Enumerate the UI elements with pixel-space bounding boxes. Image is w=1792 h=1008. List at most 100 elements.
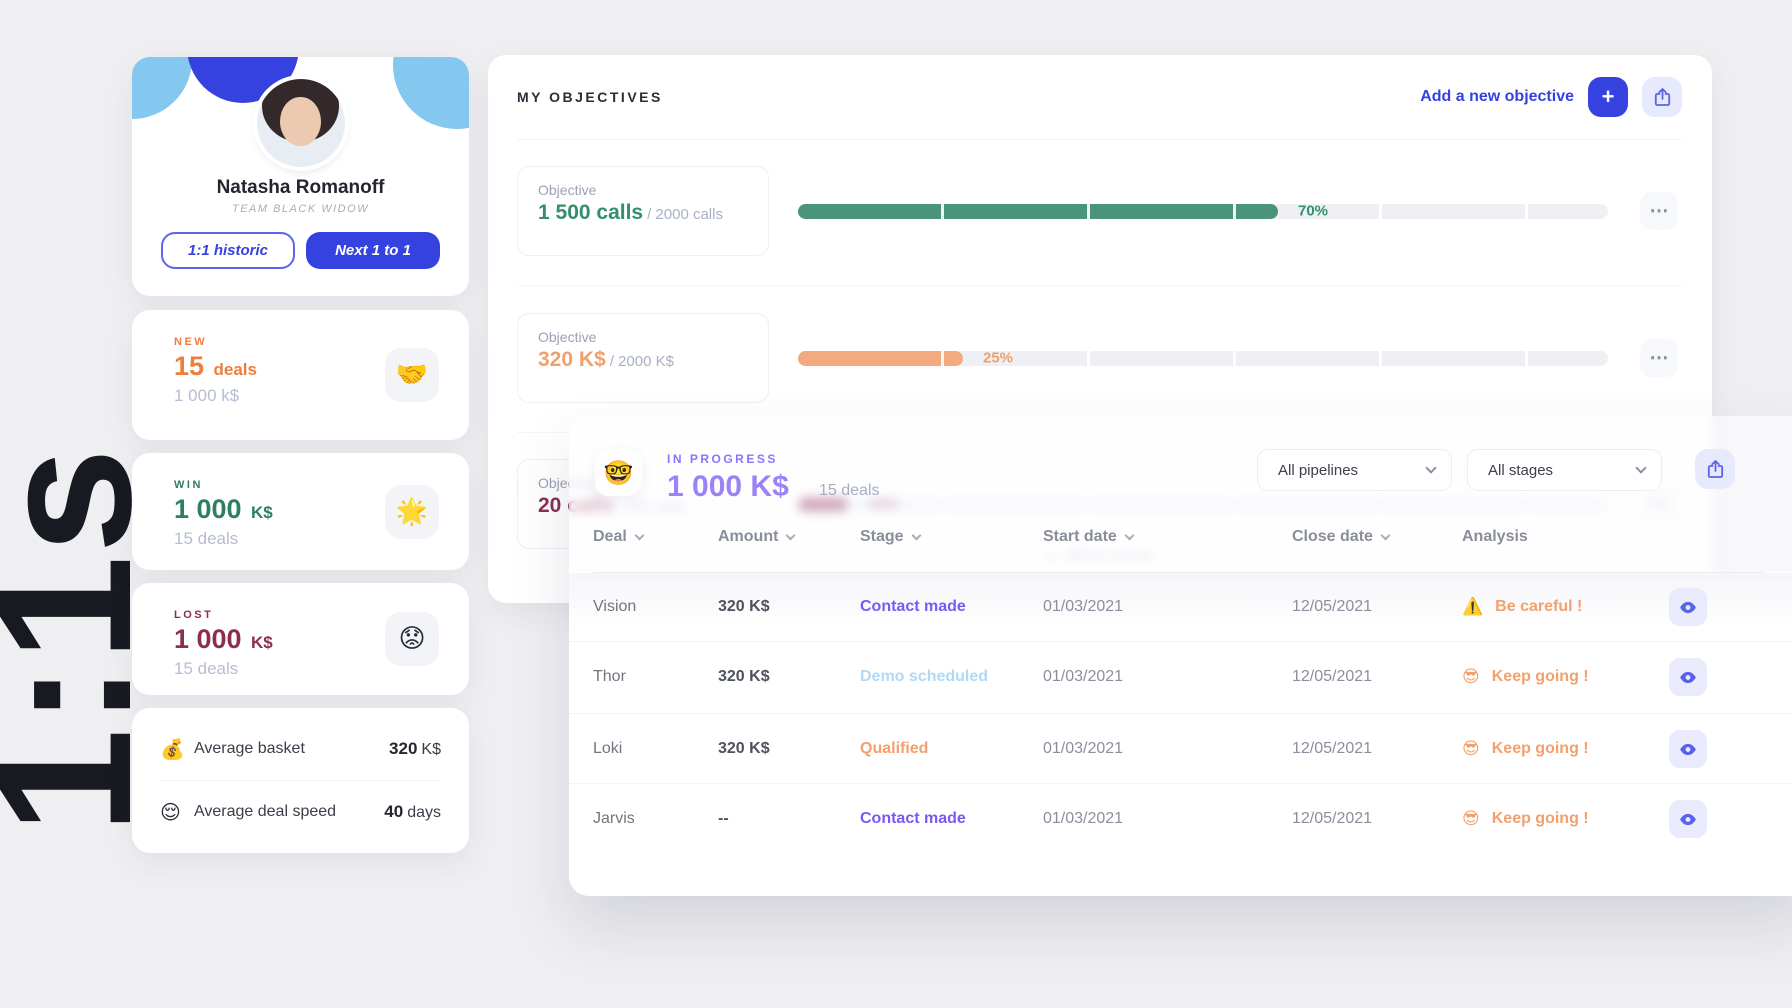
- deal-analysis: 😎 Keep going !: [1462, 667, 1589, 687]
- objective-card: Objective 320 K$/ 2000 K$: [517, 313, 769, 403]
- average-speed-row: 😌 Average deal speed 40 days: [160, 780, 441, 842]
- column-header-deal[interactable]: Deal: [593, 528, 645, 546]
- table-row[interactable]: Loki 320 K$ Qualified 01/03/2021 12/05/2…: [569, 713, 1792, 784]
- stat-label: LOST: [174, 609, 214, 621]
- stat-value: 15: [174, 351, 205, 381]
- win-deals-card: WIN 1 000 K$ 15 deals 🌟: [132, 453, 469, 570]
- deal-analysis: 😎 Keep going !: [1462, 739, 1589, 759]
- decorative-circle: [393, 57, 469, 129]
- column-header-close-date[interactable]: Close date: [1292, 528, 1391, 546]
- stat-unit: K$: [251, 503, 273, 522]
- handshake-icon: 🤝: [385, 348, 439, 402]
- deal-start-date: 01/03/2021: [1043, 740, 1124, 757]
- deals-overlay-panel: 🤓 IN PROGRESS 1 000 K$ 15 deals All pipe…: [569, 416, 1792, 896]
- averages-card: 💰 Average basket 320 K$ 😌 Average deal sp…: [132, 708, 469, 853]
- deal-analysis: 😎 Keep going !: [1462, 809, 1589, 829]
- stat-label: NEW: [174, 336, 208, 348]
- divider: [593, 572, 1766, 573]
- deal-amount: 320 K$: [718, 740, 770, 757]
- deal-amount: 320 K$: [718, 668, 770, 685]
- objective-target: / 2000 calls: [647, 206, 723, 223]
- deals-total-amount: 1 000 K$: [667, 470, 789, 503]
- relieved-face-icon: 😌: [160, 799, 181, 824]
- progress-bar: 25%: [798, 349, 1608, 367]
- objective-menu-button[interactable]: ⋯: [1640, 192, 1678, 230]
- chevron-down-icon: [1380, 530, 1391, 541]
- table-row[interactable]: Thor 320 K$ Demo scheduled 01/03/2021 12…: [569, 641, 1792, 712]
- column-header-stage[interactable]: Stage: [860, 528, 922, 546]
- deal-stage: Demo scheduled: [860, 668, 989, 685]
- eye-icon: [1680, 743, 1696, 755]
- objective-value: 320 K$: [538, 348, 606, 371]
- view-deal-button[interactable]: [1669, 658, 1707, 696]
- stat-value: 1 000: [174, 494, 242, 524]
- average-unit: days: [407, 803, 441, 821]
- progress-percent: 25%: [983, 349, 1014, 367]
- eye-icon: [1680, 671, 1696, 683]
- objective-row: Objective 1 500 calls/ 2000 calls 70% ⋯: [488, 163, 1712, 259]
- deal-stage: Qualified: [860, 740, 929, 757]
- objective-menu-button[interactable]: ⋯: [1640, 339, 1678, 377]
- deal-analysis: ⚠️ Be careful !: [1462, 597, 1583, 617]
- view-deal-button[interactable]: [1669, 800, 1707, 838]
- lost-deals-card: LOST 1 000 K$ 15 deals 😟: [132, 583, 469, 695]
- deal-name: Jarvis: [593, 810, 635, 827]
- add-objective-button[interactable]: +: [1588, 77, 1628, 117]
- worried-face-icon: 😟: [385, 612, 439, 666]
- progress-bar: 70%: [798, 203, 1608, 220]
- stat-unit: deals: [213, 360, 257, 379]
- deal-start-date: 01/03/2021: [1043, 810, 1124, 827]
- chevron-down-icon: [1124, 530, 1135, 541]
- average-label: Average basket: [194, 740, 305, 757]
- view-deal-button[interactable]: [1669, 730, 1707, 768]
- deal-close-date: 12/05/2021: [1292, 810, 1373, 827]
- deal-name: Loki: [593, 740, 623, 757]
- average-value: 40: [384, 801, 404, 821]
- glowing-star-icon: 🌟: [385, 484, 439, 539]
- stages-filter-value: All stages: [1488, 461, 1554, 479]
- profile-card: Natasha Romanoff TEAM BLACK WIDOW 1:1 hi…: [132, 57, 469, 296]
- deal-start-date: 01/03/2021: [1043, 598, 1124, 615]
- objective-card: Objective 1 500 calls/ 2000 calls: [517, 166, 769, 256]
- sunglasses-face-icon: 😎: [1462, 809, 1480, 829]
- average-basket-row: 💰 Average basket 320 K$: [160, 718, 441, 780]
- objective-value: 1 500 calls: [538, 201, 644, 224]
- panel-title: MY OBJECTIVES: [517, 89, 663, 105]
- export-button[interactable]: [1642, 77, 1682, 117]
- deal-stage: Contact made: [860, 810, 966, 827]
- table-row[interactable]: Jarvis -- Contact made 01/03/2021 12/05/…: [569, 783, 1792, 854]
- profile-name: Natasha Romanoff: [216, 177, 385, 198]
- deal-name: Vision: [593, 598, 637, 615]
- stages-filter-dropdown[interactable]: All stages: [1467, 449, 1662, 491]
- next-1to1-button[interactable]: Next 1 to 1: [306, 232, 440, 269]
- chevron-down-icon: [634, 530, 645, 541]
- objective-row: Objective 320 K$/ 2000 K$ 25% ⋯: [488, 310, 1712, 406]
- objective-target: / 2000 K$: [609, 353, 674, 370]
- table-row[interactable]: Vision 320 K$ Contact made 01/03/2021 12…: [569, 573, 1792, 641]
- chevron-down-icon: [785, 530, 796, 541]
- eye-icon: [1680, 601, 1696, 613]
- sunglasses-face-icon: 😎: [1462, 667, 1480, 687]
- deals-count: 15 deals: [819, 482, 880, 499]
- deal-name: Thor: [593, 668, 626, 685]
- chevron-down-icon: [911, 530, 922, 541]
- objective-label: Objective: [538, 329, 597, 345]
- share-icon: [1707, 460, 1723, 478]
- objective-label: Objective: [538, 182, 597, 198]
- stat-label: WIN: [174, 479, 203, 491]
- stat-unit: K$: [251, 633, 273, 652]
- column-header-start-date[interactable]: Start date: [1043, 528, 1135, 546]
- view-deal-button[interactable]: [1669, 588, 1707, 626]
- historic-button[interactable]: 1:1 historic: [161, 232, 295, 269]
- column-header-amount[interactable]: Amount: [718, 528, 796, 546]
- add-objective-link[interactable]: Add a new objective: [1420, 88, 1574, 105]
- eye-icon: [1680, 813, 1696, 825]
- chevron-down-icon: [1425, 462, 1437, 474]
- divider: [517, 285, 1682, 286]
- deals-export-button[interactable]: [1695, 449, 1735, 489]
- stat-value: 1 000: [174, 624, 242, 654]
- stat-subtext: 1 000 k$: [174, 386, 240, 405]
- deal-close-date: 12/05/2021: [1292, 598, 1373, 615]
- warning-icon: ⚠️: [1462, 597, 1484, 617]
- pipelines-filter-dropdown[interactable]: All pipelines: [1257, 449, 1452, 491]
